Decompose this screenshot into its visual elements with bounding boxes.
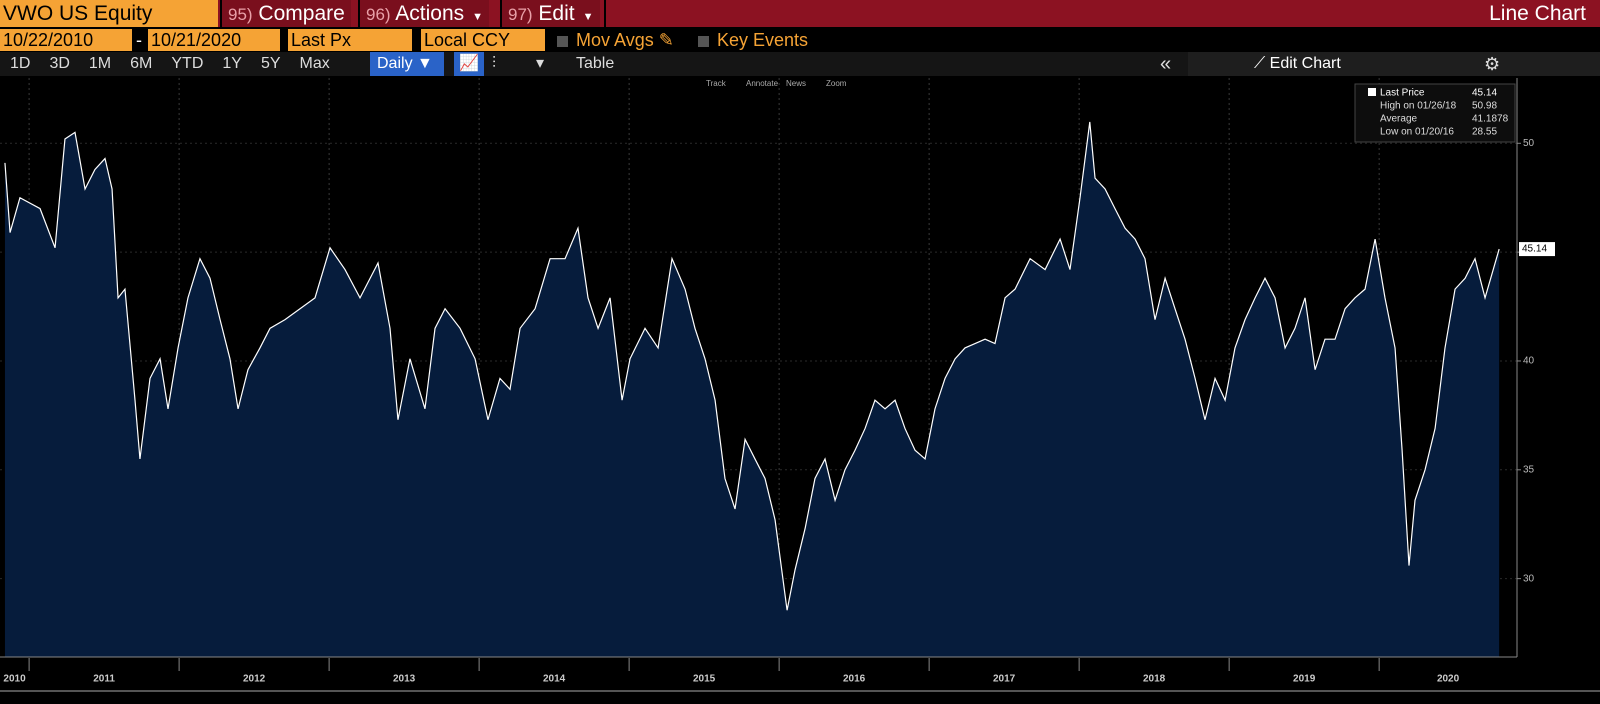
- axis-band: [0, 690, 1600, 692]
- legend-label: Low on 01/20/16: [1380, 127, 1454, 138]
- x-tick-label: 2013: [393, 674, 416, 685]
- date-dash: -: [136, 30, 142, 50]
- end-date[interactable]: 10/21/2020: [148, 29, 280, 51]
- x-tick-label: 2020: [1437, 674, 1460, 685]
- area: [4, 121, 1500, 657]
- start-date[interactable]: 10/22/2010: [0, 29, 132, 51]
- chart-tool: Track: [706, 79, 727, 88]
- option-label: Key Events: [717, 30, 809, 50]
- menu-actions[interactable]: 96) Actions ▼: [358, 0, 490, 27]
- last-price-tag: [1519, 242, 1555, 257]
- field-select[interactable]: Last Px: [288, 29, 412, 51]
- period-button[interactable]: 1M: [88, 55, 112, 72]
- currency-select[interactable]: Local CCY: [421, 29, 545, 51]
- y-tick-label: 35: [1523, 464, 1535, 475]
- period-button[interactable]: 3D: [49, 55, 70, 72]
- legend-value: 28.55: [1472, 127, 1497, 138]
- period-button[interactable]: 5Y: [260, 55, 281, 72]
- legend-label: Last Price: [1380, 88, 1425, 99]
- key-events[interactable]: Key Events: [698, 29, 808, 51]
- x-tick-label: 2018: [1143, 674, 1166, 685]
- dropdown-icon[interactable]: ▾: [536, 55, 545, 72]
- table-button[interactable]: Table: [576, 55, 615, 72]
- x-tick-label: 2012: [243, 674, 266, 685]
- menu-number: 96): [366, 5, 391, 24]
- y-tick-label: 40: [1523, 356, 1535, 367]
- menu-number: 97): [508, 5, 533, 24]
- edit-chart-label: Edit Chart: [1269, 55, 1341, 72]
- collapse-button[interactable]: «: [1160, 53, 1172, 75]
- legend-label: High on 01/26/18: [1380, 101, 1457, 112]
- x-tick-label: 2016: [843, 674, 866, 685]
- menu-label: Compare: [258, 2, 345, 25]
- edit-chart-button[interactable]: ⟋ Edit Chart: [1254, 55, 1341, 72]
- chart-tool: News: [786, 79, 806, 88]
- mov-avgs[interactable]: Mov Avgs ✎: [557, 29, 674, 51]
- option-label: Mov Avgs: [576, 30, 654, 50]
- x-tick-label: 2010: [3, 674, 26, 685]
- legend-value: 45.14: [1472, 88, 1497, 99]
- legend-swatch: [1368, 88, 1376, 96]
- line-chart-icon[interactable]: 📈: [454, 52, 484, 76]
- y-tick-label: 50: [1523, 138, 1535, 149]
- x-tick-label: 2015: [693, 674, 716, 685]
- legend-box: [1354, 83, 1516, 143]
- x-tick-label: 2011: [93, 674, 115, 685]
- legend-value: 50.98: [1472, 101, 1497, 112]
- menu-number: 95): [228, 5, 253, 24]
- view-title: Line Chart: [1489, 2, 1586, 25]
- x-tick-label: 2017: [993, 674, 1016, 685]
- chart: TrackAnnotateNewsZoom3035404550201020112…: [0, 78, 1600, 692]
- menu-label: Actions: [395, 2, 465, 25]
- legend-label: Average: [1380, 114, 1418, 125]
- menu-compare[interactable]: 95) Compare: [220, 0, 351, 27]
- period-button[interactable]: Max: [299, 55, 330, 72]
- separator: [604, 0, 606, 27]
- x-tick-label: 2019: [1293, 674, 1316, 685]
- edit-panel: [1188, 52, 1600, 76]
- period-button[interactable]: 1Y: [222, 55, 242, 72]
- end-date-text: 10/21/2020: [151, 30, 242, 50]
- menu-edit[interactable]: 97) Edit ▼: [500, 0, 600, 27]
- line: [4, 121, 1500, 611]
- bar-icon[interactable]: ⫶: [492, 55, 497, 72]
- start-date-text: 10/22/2010: [3, 30, 94, 50]
- security-field[interactable]: VWO US Equity: [0, 0, 218, 27]
- period-buttons: 1D 3D 1M 6M YTD 1Y 5Y Max: [0, 52, 339, 76]
- legend: Last Price 45.14 High on 01/26/18 50.98 Aver…: [1354, 83, 1516, 143]
- chart-tool: Zoom: [826, 79, 847, 88]
- legend-value: 41.1878: [1472, 114, 1509, 125]
- settings-icon[interactable]: ⚙: [1484, 54, 1501, 74]
- menu-label: Edit: [538, 2, 575, 25]
- period-button[interactable]: YTD: [171, 55, 204, 72]
- frequency-button[interactable]: Daily ▼: [370, 52, 444, 76]
- period-button[interactable]: 1D: [10, 55, 31, 72]
- period-button[interactable]: 6M: [130, 55, 153, 72]
- x-tick-label: 2014: [543, 674, 566, 685]
- y-tick-label: 30: [1523, 573, 1535, 584]
- last-price-tag-label: 45.14: [1522, 244, 1547, 255]
- chart-tool: Annotate: [746, 79, 779, 88]
